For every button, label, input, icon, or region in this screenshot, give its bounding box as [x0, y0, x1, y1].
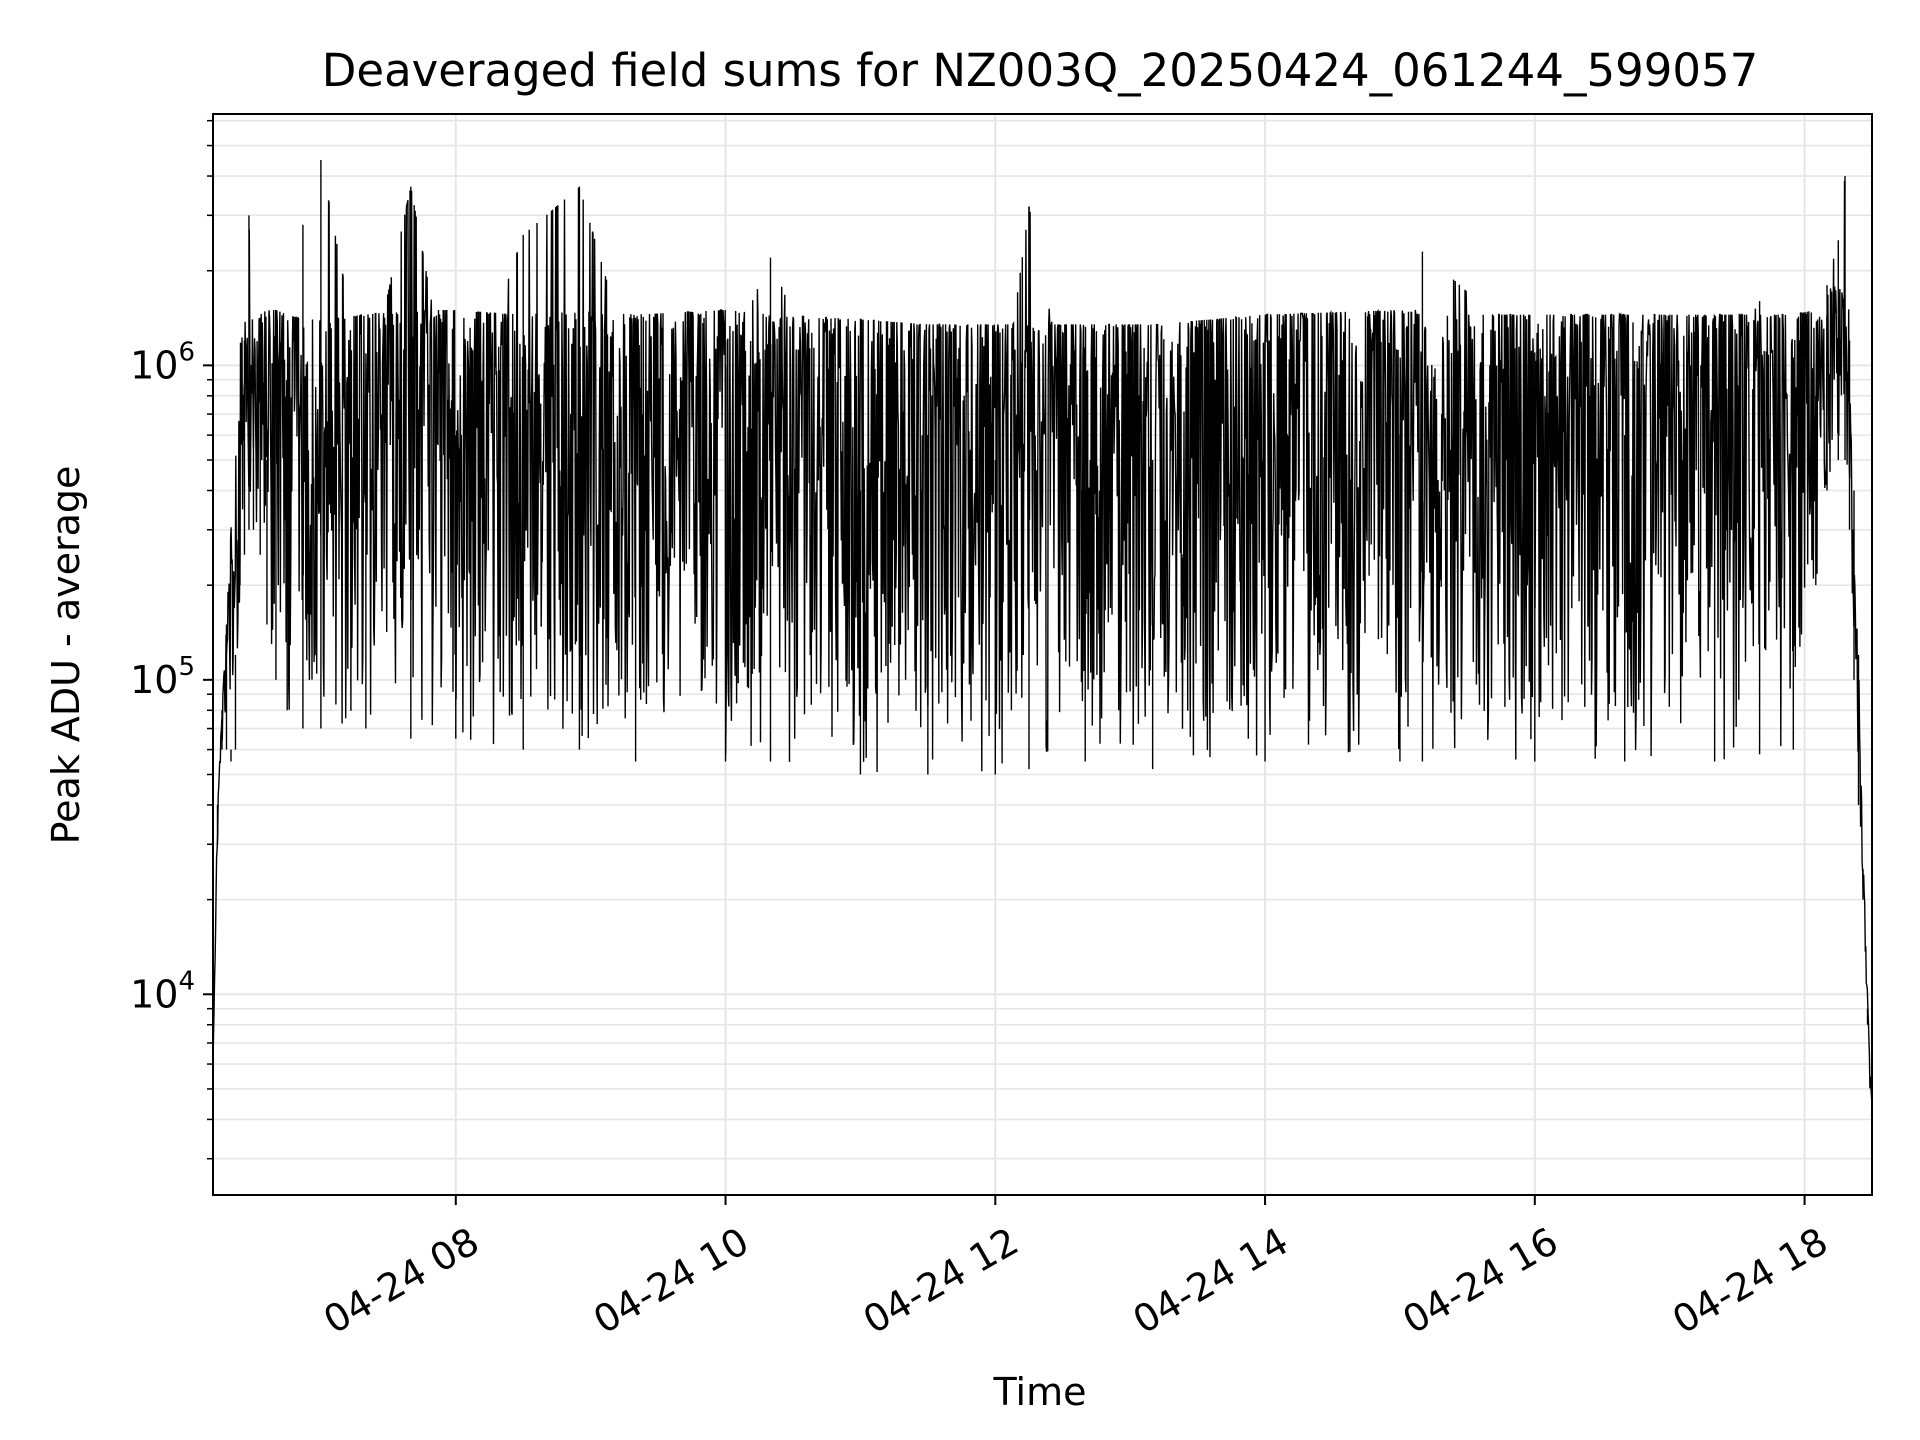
series-line: [213, 180, 1872, 1104]
chart-title: Deaveraged field sums for NZ003Q_2025042…: [322, 44, 1758, 97]
x-axis-label: Time: [993, 1370, 1087, 1414]
plot-area: [212, 113, 1873, 1196]
y-tick-label: 104: [130, 966, 195, 1016]
y-tick-label: 106: [130, 337, 195, 387]
axes-frame: [212, 113, 1873, 1196]
y-tick-label: 105: [130, 652, 195, 702]
series-group: [213, 159, 1872, 1104]
y-axis-label: Peak ADU - average: [44, 466, 88, 845]
y-axis-ticks: 104 105 106: [130, 119, 213, 1160]
